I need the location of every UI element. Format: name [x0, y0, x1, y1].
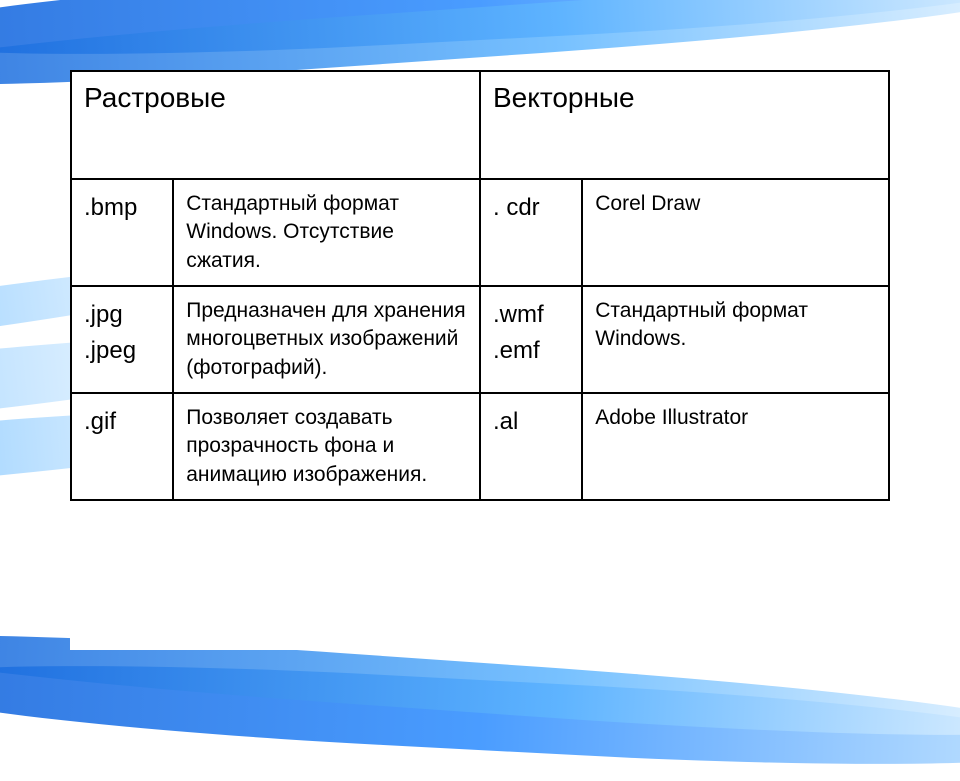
ext-line: .jpg	[84, 297, 160, 333]
header-vector: Векторные	[480, 71, 889, 179]
ext-line: .wmf	[493, 297, 569, 333]
slide-content: Растровые Векторные .bmp Стандартный фор…	[70, 70, 890, 650]
raster-desc: Позволяет создавать прозрачность фона и …	[173, 393, 480, 500]
formats-table: Растровые Векторные .bmp Стандартный фор…	[70, 70, 890, 501]
ext-line: .emf	[493, 333, 569, 369]
table-row: .jpg .jpeg Предназначен для хранения мно…	[71, 286, 889, 393]
vector-desc: Adobe Illustrator	[582, 393, 889, 500]
raster-desc: Предназначен для хранения многоцветных и…	[173, 286, 480, 393]
table-header-row: Растровые Векторные	[71, 71, 889, 179]
vector-desc: Corel Draw	[582, 179, 889, 286]
raster-ext: .jpg .jpeg	[71, 286, 173, 393]
vector-desc: Стандартный формат Windows.	[582, 286, 889, 393]
vector-ext: .wmf .emf	[480, 286, 582, 393]
header-raster: Растровые	[71, 71, 480, 179]
raster-desc: Стандартный формат Windows. Отсутствие с…	[173, 179, 480, 286]
table-row: .bmp Стандартный формат Windows. Отсутст…	[71, 179, 889, 286]
ext-line: .jpeg	[84, 333, 160, 369]
table-row: .gif Позволяет создавать прозрачность фо…	[71, 393, 889, 500]
vector-ext: . cdr	[480, 179, 582, 286]
vector-ext: .al	[480, 393, 582, 500]
raster-ext: .bmp	[71, 179, 173, 286]
raster-ext: .gif	[71, 393, 173, 500]
